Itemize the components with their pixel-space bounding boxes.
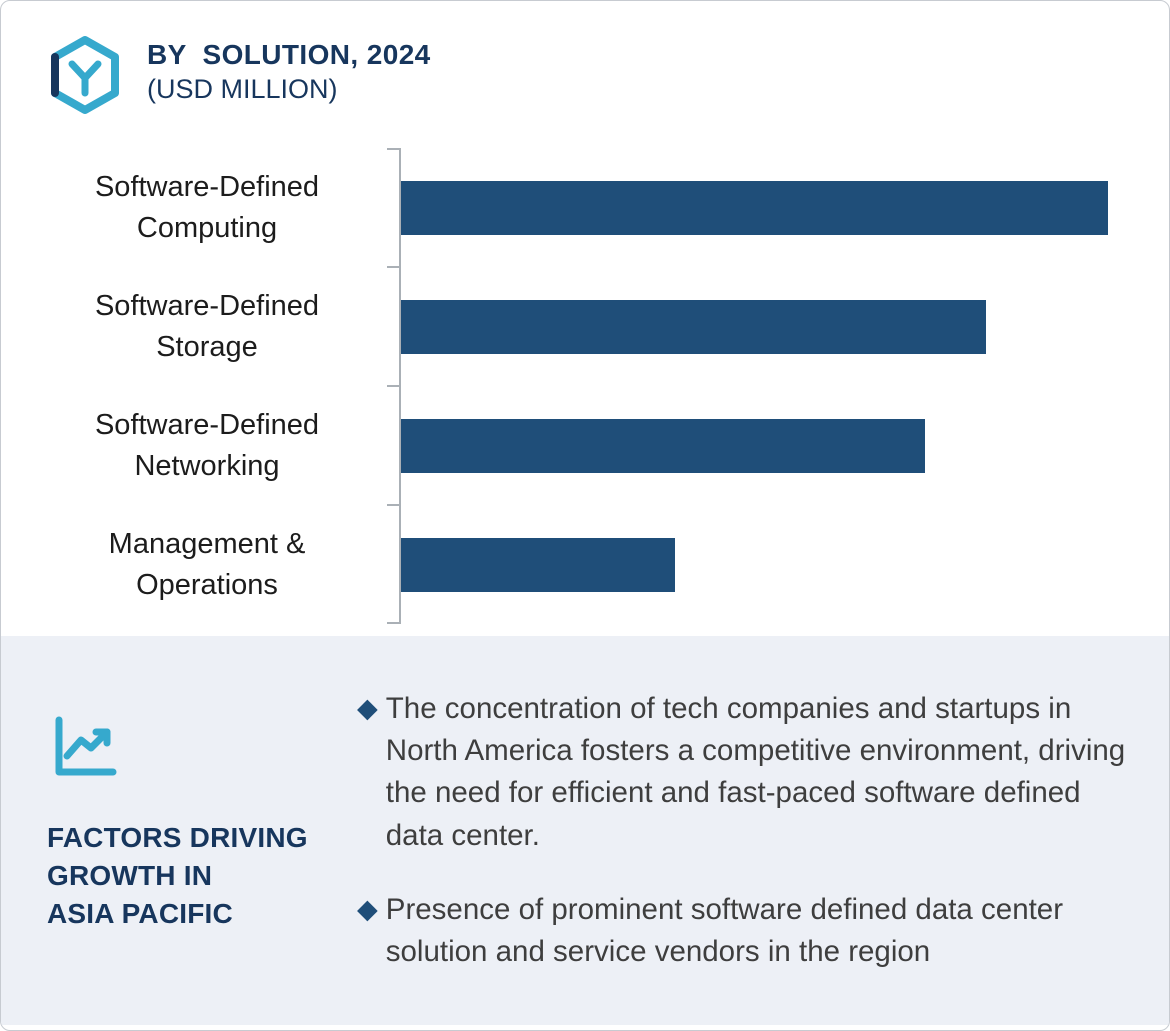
diamond-bullet-icon: ◆ <box>357 893 378 924</box>
bullet-item: ◆ The concentration of tech companies an… <box>357 688 1139 857</box>
chart-subtitle: (USD MILLION) <box>147 74 338 104</box>
axis-tick <box>387 385 400 387</box>
axis-tick <box>387 266 400 268</box>
bar-software-defined-networking <box>401 418 926 473</box>
diamond-bullet-icon: ◆ <box>357 693 378 723</box>
bullet-text: Presence of prominent software defined d… <box>385 892 1064 968</box>
bullet-item: ◆ Presence of prominent software defined… <box>357 889 1139 973</box>
chart-title: BY SOLUTION, 2024 <box>147 39 431 70</box>
factors-panel: FACTORS DRIVING GROWTH IN ASIA PACIFIC ◆… <box>1 636 1169 1025</box>
header: BY SOLUTION, 2024 (USD MILLION) <box>1 1 1169 122</box>
chart-title-block: BY SOLUTION, 2024 (USD MILLION) <box>147 33 431 105</box>
category-label: Software-Defined Storage <box>94 289 320 363</box>
factors-heading: FACTORS DRIVING GROWTH IN ASIA PACIFIC <box>47 822 308 930</box>
category-label: Management & Operations <box>108 527 306 601</box>
bullet-text: The concentration of tech companies and … <box>385 692 1126 852</box>
line-chart-icon <box>49 710 331 787</box>
factors-bullets: ◆ The concentration of tech companies an… <box>357 686 1139 1025</box>
hexagon-logo-icon <box>45 33 125 122</box>
bar-software-defined-storage <box>401 299 987 354</box>
category-label: Software-Defined Computing <box>94 170 320 244</box>
bar-software-defined-computing <box>401 180 1108 235</box>
plot-area <box>387 148 1161 624</box>
axis-tick <box>387 622 400 624</box>
bar-chart: Software-Defined Computing Software-Defi… <box>41 148 1161 624</box>
category-label: Software-Defined Networking <box>94 408 320 482</box>
factors-heading-block: FACTORS DRIVING GROWTH IN ASIA PACIFIC <box>47 686 331 1025</box>
axis-tick <box>387 504 400 506</box>
bar-management-operations <box>401 537 675 592</box>
category-axis-labels: Software-Defined Computing Software-Defi… <box>41 148 399 624</box>
axis-tick <box>387 148 400 150</box>
